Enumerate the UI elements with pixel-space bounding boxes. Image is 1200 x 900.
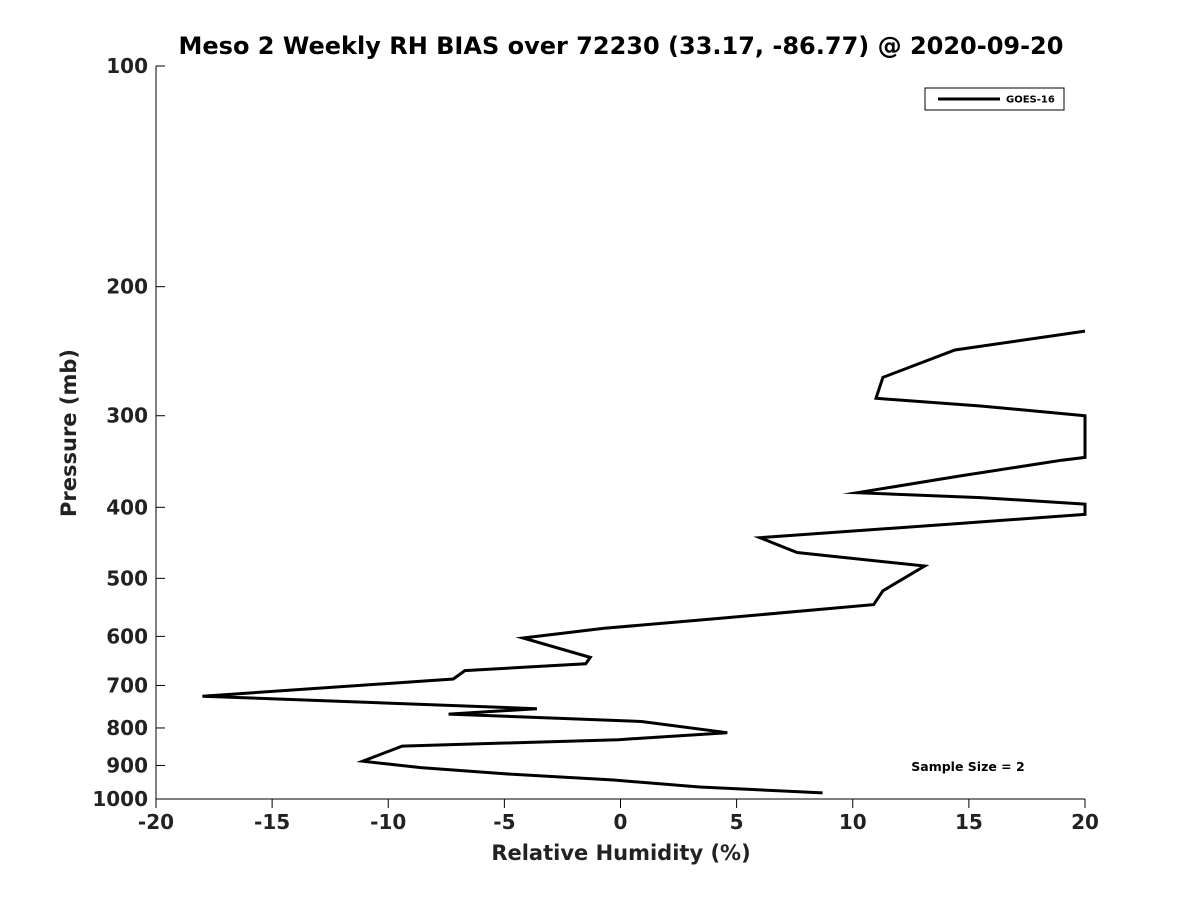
x-tick-label: -5 [493, 810, 515, 834]
legend-entry-goes-16: GOES-16 [1006, 95, 1055, 106]
x-tick-label: 10 [839, 810, 867, 834]
x-tick-label: -20 [138, 810, 174, 834]
chart-title: Meso 2 Weekly RH BIAS over 72230 (33.17,… [179, 32, 1064, 60]
x-tick-label: 5 [730, 810, 744, 834]
x-axis-label: Relative Humidity (%) [491, 841, 750, 865]
y-tick-label: 700 [106, 673, 148, 697]
series-line-goes-16 [202, 329, 1087, 795]
axes: -20 -15 -10 -5 0 5 10 15 20 100 200 300 400 500 600 700… [92, 54, 1099, 834]
y-tick-label: 300 [106, 404, 148, 428]
x-tick-label: 15 [955, 810, 983, 834]
series-layer [202, 329, 1087, 795]
legend: GOES-16 [924, 87, 1065, 111]
y-tick-label: 600 [106, 624, 148, 648]
y-tick-label: 800 [106, 716, 148, 740]
y-tick-label: 1000 [92, 787, 148, 811]
y-tick-label: 500 [106, 566, 148, 590]
y-tick-label: 400 [106, 495, 148, 519]
x-tick-label: -10 [370, 810, 406, 834]
x-tick-label: 20 [1071, 810, 1099, 834]
sample-size-annotation: Sample Size = 2 [911, 759, 1024, 774]
x-tick-label: 0 [614, 810, 628, 834]
y-tick-label: 900 [106, 753, 148, 777]
y-tick-label: 100 [106, 54, 148, 78]
y-tick-label: 200 [106, 275, 148, 299]
y-axis-label: Pressure (mb) [57, 349, 81, 517]
x-tick-label: -15 [254, 810, 290, 834]
